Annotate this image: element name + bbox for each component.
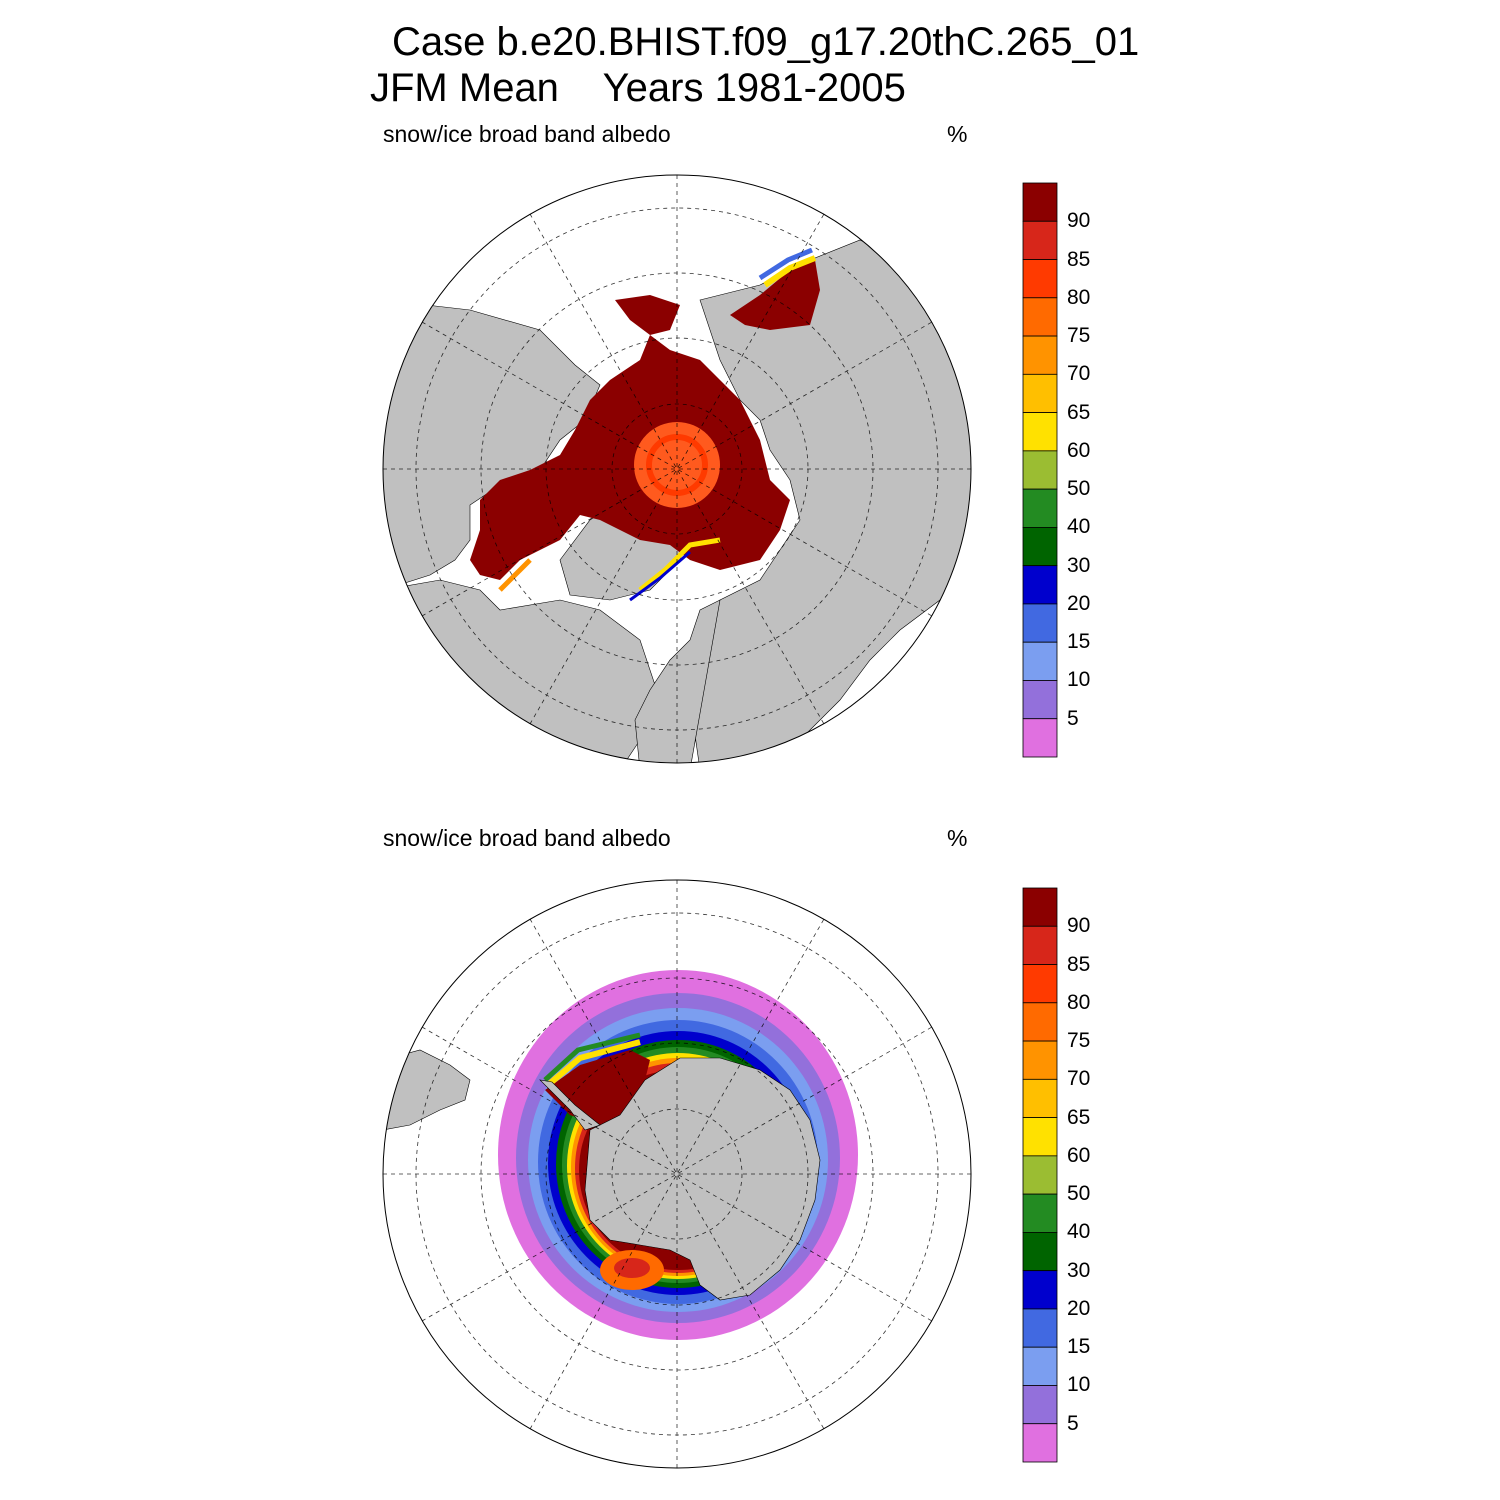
north-sea-ice-arctic [470,335,790,580]
colorbar-south-tick-label: 50 [1067,1182,1091,1206]
north-ice-edge-okhotsk [763,255,817,288]
colorbar-north-swatch [1022,297,1058,337]
colorbar-north-swatch [1022,373,1058,414]
north-polar-map [382,174,972,764]
colorbar-north-swatch [1022,565,1058,605]
south-land-south-america [383,1049,471,1131]
colorbar-south-tick-label: 40 [1067,1220,1091,1244]
north-ice-edge-okhotsk-blue [758,247,813,281]
colorbar-south-swatch [1022,1040,1058,1080]
colorbar-south-tick-label: 65 [1067,1105,1091,1129]
north-ice-edge-barents [638,537,721,592]
colorbar-north-swatch [1022,488,1058,528]
colorbar-south-swatch [1022,1385,1058,1425]
colorbar-north-tick-label: 10 [1067,668,1091,692]
panel-south-unit: % [947,825,968,851]
panel-north-label: snow/ice broad band albedo [383,121,671,147]
colorbar-south-swatch [1022,1117,1058,1157]
colorbar-south-tick-label: 85 [1067,952,1091,976]
figure-title-period: JFM Mean Years 1981-2005 [370,66,906,110]
colorbar-south-tick-label: 80 [1067,990,1091,1014]
colorbar-south-swatch [1022,1308,1058,1348]
colorbar-south-tick-label: 5 [1067,1411,1079,1435]
panel-south-label: snow/ice broad band albedo [383,825,671,851]
colorbar-south-swatch [1022,887,1058,927]
colorbar-south-swatch [1022,1155,1058,1195]
colorbar-south-swatch [1022,1193,1058,1233]
colorbar-north-swatch [1022,182,1058,222]
colorbar-north-swatch [1022,259,1058,299]
colorbar-south-swatch [1022,925,1058,965]
colorbar-south-swatch [1022,1270,1058,1310]
south-land-antarctica [584,1057,821,1301]
colorbar-north-tick-label: 60 [1067,438,1091,462]
colorbar-north-tick-label: 70 [1067,362,1091,386]
colorbar-north-swatch [1022,603,1058,643]
colorbar-north-swatch [1022,641,1058,681]
colorbar-north-tick-label: 65 [1067,400,1091,424]
figure-title-case: Case b.e20.BHIST.f09_g17.20thC.265_01 [392,20,1140,64]
colorbar-south-swatch [1022,1423,1058,1463]
colorbar-north-tick-label: 85 [1067,247,1091,271]
north-ice-edge-barents-blue [629,550,691,602]
colorbar-south [1022,887,1058,1463]
colorbar-south-tick-label: 10 [1067,1373,1091,1397]
colorbar-north-tick-label: 75 [1067,324,1091,348]
colorbar-north-swatch [1022,335,1058,375]
colorbar-south-tick-label: 75 [1067,1029,1091,1053]
colorbar-south-tick-label: 70 [1067,1067,1091,1091]
north-land-europe [634,599,721,763]
colorbar-north-swatch [1022,412,1058,452]
colorbar-north-swatch [1022,220,1058,260]
colorbar-south-tick-label: 90 [1067,914,1091,938]
colorbar-north-swatch [1022,718,1058,758]
colorbar-north-tick-label: 40 [1067,515,1091,539]
colorbar-south-tick-label: 15 [1067,1335,1091,1359]
colorbar-north-tick-label: 90 [1067,209,1091,233]
panel-north-unit: % [947,121,968,147]
colorbar-south-tick-label: 20 [1067,1296,1091,1320]
colorbar-south-swatch [1022,1346,1058,1386]
colorbar-south-swatch [1022,1002,1058,1042]
colorbar-south-swatch [1022,964,1058,1004]
colorbar-north-tick-label: 15 [1067,630,1091,654]
north-ice-edge-labrador [498,558,532,592]
colorbar-north-tick-label: 30 [1067,553,1091,577]
colorbar-south-tick-label: 60 [1067,1143,1091,1167]
colorbar-north-swatch [1022,450,1058,490]
north-sea-ice-bering [615,295,680,335]
colorbar-south-swatch [1022,1232,1058,1272]
colorbar-north-tick-label: 50 [1067,477,1091,501]
colorbar-south-tick-label: 30 [1067,1258,1091,1282]
colorbar-north [1022,182,1058,758]
colorbar-north-tick-label: 5 [1067,706,1079,730]
colorbar-north-tick-label: 80 [1067,285,1091,309]
colorbar-south-swatch [1022,1078,1058,1119]
colorbar-north-swatch [1022,527,1058,567]
colorbar-north-swatch [1022,680,1058,720]
colorbar-north-tick-label: 20 [1067,591,1091,615]
north-sea-ice-okhotsk [730,260,820,330]
south-land-antarctic-peninsula [539,1079,601,1131]
south-polar-map [382,879,972,1469]
